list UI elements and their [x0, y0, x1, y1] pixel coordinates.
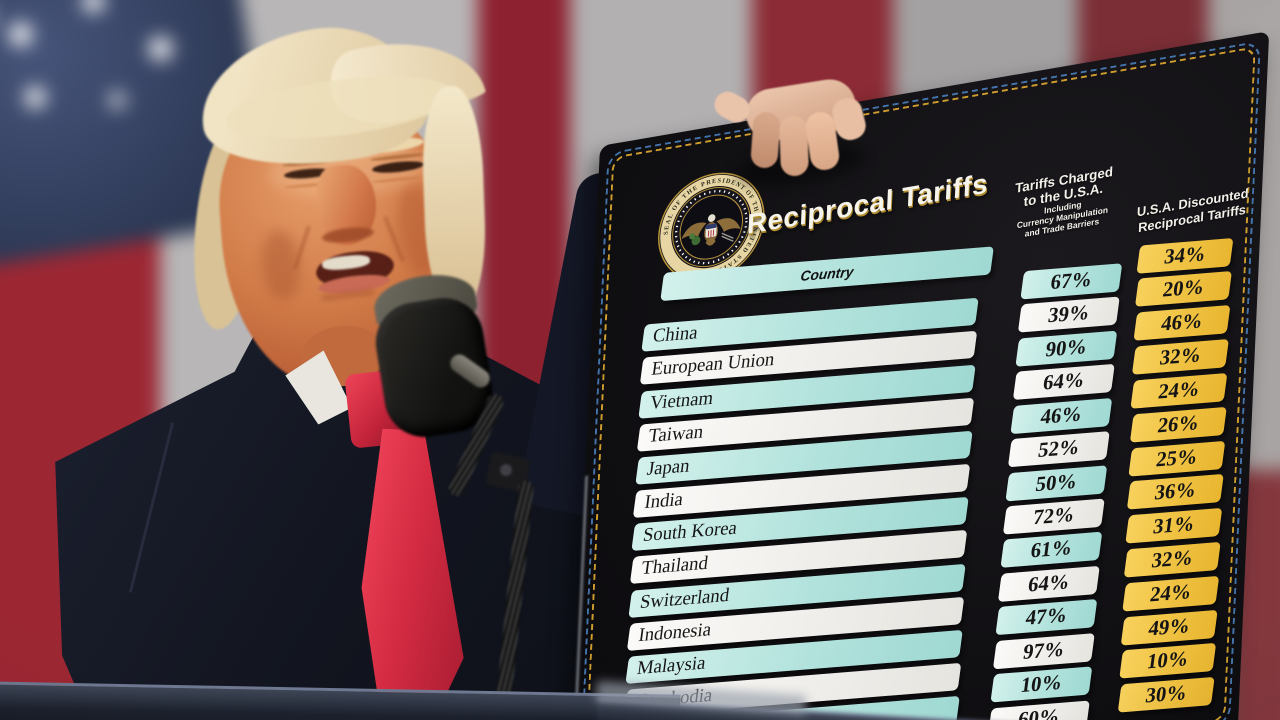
presidential-seal: SEAL OF THE PRESIDENT OF THE UNITED STAT…: [658, 170, 765, 284]
tariff-board: SEAL OF THE PRESIDENT OF THE UNITED STAT…: [568, 31, 1270, 720]
seal-eagle: [681, 214, 741, 246]
trump-head: [180, 13, 500, 420]
mic-clamp-bolt: [500, 464, 512, 476]
mic-gooseneck-lower: [492, 479, 535, 720]
